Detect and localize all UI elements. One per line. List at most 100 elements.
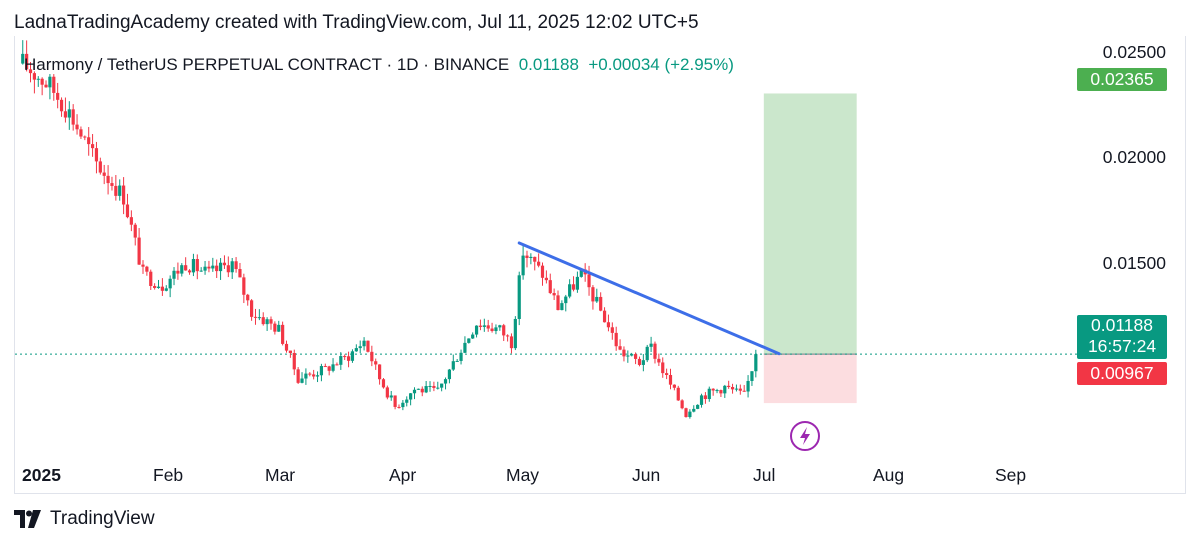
candle-body bbox=[110, 183, 114, 186]
candle-body bbox=[156, 286, 161, 288]
candle-body bbox=[641, 360, 645, 365]
candle-body bbox=[44, 84, 48, 88]
candle-body bbox=[199, 270, 203, 272]
candle-body bbox=[471, 334, 475, 339]
candle-body bbox=[587, 274, 591, 288]
candle-body bbox=[703, 395, 708, 400]
lightning-icon[interactable] bbox=[789, 420, 821, 452]
candle-body bbox=[281, 324, 285, 344]
candle-body bbox=[296, 369, 300, 383]
candle-body bbox=[622, 349, 626, 357]
candle-body bbox=[428, 385, 432, 387]
last-price: 0.01188 bbox=[518, 55, 579, 74]
candle-body bbox=[424, 386, 428, 393]
candle-body bbox=[358, 346, 362, 349]
candle-body bbox=[665, 373, 669, 375]
candle-body bbox=[440, 383, 444, 388]
candle-body bbox=[83, 136, 87, 138]
candle-body bbox=[137, 237, 141, 265]
candle-body bbox=[754, 354, 758, 372]
candle-body bbox=[463, 342, 467, 353]
chart-header: LadnaTradingAcademy created with Trading… bbox=[14, 12, 699, 33]
candle-body bbox=[707, 388, 711, 400]
candle-body bbox=[409, 393, 413, 400]
candle-body bbox=[505, 335, 510, 337]
candle-body bbox=[308, 373, 312, 375]
candle-body bbox=[626, 355, 630, 357]
candle-body bbox=[443, 379, 448, 384]
candle-body bbox=[513, 318, 517, 349]
time-tick: Mar bbox=[265, 465, 296, 485]
candle-body bbox=[277, 324, 281, 332]
candle-body bbox=[246, 294, 250, 301]
price-tick: 0.02000 bbox=[1102, 147, 1166, 167]
candle-body bbox=[176, 270, 180, 274]
candle-body bbox=[36, 78, 40, 80]
candle-body bbox=[618, 346, 622, 350]
candle-body bbox=[304, 373, 308, 379]
candle-body bbox=[118, 185, 122, 196]
candle-body bbox=[482, 325, 486, 327]
candle-body bbox=[374, 361, 378, 365]
candle-body bbox=[560, 303, 564, 311]
candle-body bbox=[529, 256, 533, 258]
stop-zone bbox=[763, 354, 857, 404]
candle-body bbox=[354, 348, 358, 352]
candle-body bbox=[742, 390, 746, 392]
candle-body bbox=[28, 69, 33, 74]
candle-body bbox=[59, 99, 64, 112]
candle-body bbox=[114, 185, 118, 196]
candle-body bbox=[730, 387, 735, 390]
candle-body bbox=[537, 261, 541, 266]
trendline bbox=[517, 241, 781, 356]
candle-body bbox=[649, 343, 653, 347]
time-tick: Apr bbox=[389, 465, 417, 485]
candle-body bbox=[684, 408, 688, 418]
candle-body bbox=[106, 175, 110, 184]
candle-body bbox=[568, 284, 572, 297]
candle-body bbox=[668, 374, 673, 385]
price-tick: 0.01500 bbox=[1102, 253, 1166, 273]
candle-body bbox=[215, 265, 219, 272]
candle-body bbox=[688, 411, 692, 418]
candle-body bbox=[517, 275, 521, 319]
candle-body bbox=[75, 124, 79, 130]
candle-body bbox=[734, 388, 739, 390]
candle-body bbox=[575, 276, 580, 290]
candle-body bbox=[362, 340, 366, 347]
candle-body bbox=[502, 325, 506, 336]
candle-body bbox=[269, 319, 273, 324]
candle-body bbox=[40, 78, 44, 85]
candle-body bbox=[90, 144, 95, 149]
candle-body bbox=[129, 217, 133, 225]
candle-body bbox=[56, 92, 60, 100]
candle-body bbox=[478, 325, 483, 327]
candle-body bbox=[661, 362, 665, 374]
candle-body bbox=[540, 265, 545, 278]
symbol-legend: Harmony / TetherUS PERPETUAL CONTRACT · … bbox=[24, 55, 734, 75]
candle-body bbox=[315, 375, 320, 377]
candle-body bbox=[145, 266, 149, 272]
candle-body bbox=[447, 369, 452, 380]
brand-name[interactable]: TradingView bbox=[50, 508, 155, 529]
candle-body bbox=[133, 224, 137, 238]
candle-body bbox=[746, 380, 750, 392]
candle-body bbox=[494, 327, 498, 332]
candle-body bbox=[187, 270, 192, 273]
candle-body bbox=[257, 317, 261, 319]
tradingview-logo-icon[interactable] bbox=[14, 510, 42, 528]
candle-body bbox=[168, 278, 172, 289]
candle-body bbox=[346, 356, 351, 361]
candle-body bbox=[727, 385, 731, 388]
candle-body bbox=[273, 323, 277, 332]
candle-body bbox=[149, 271, 153, 286]
candle-body bbox=[71, 109, 75, 125]
current-price: 0.01188 bbox=[1091, 315, 1153, 335]
stop-price-tag: 0.00967 bbox=[1077, 362, 1167, 385]
candle-body bbox=[343, 356, 347, 358]
candle-body bbox=[203, 266, 207, 271]
candle-body bbox=[459, 352, 463, 361]
time-tick: Sep bbox=[995, 465, 1027, 485]
candle-body bbox=[405, 399, 409, 403]
